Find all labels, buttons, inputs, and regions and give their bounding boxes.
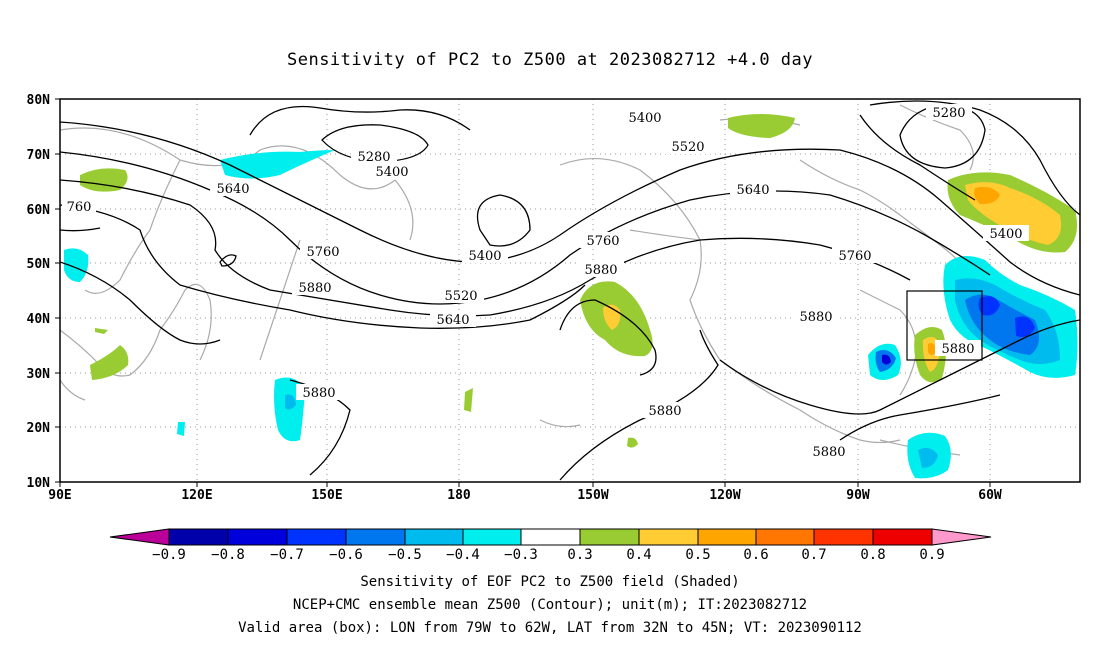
contour-label: 5880 — [793, 308, 839, 325]
svg-text:5520: 5520 — [444, 289, 477, 304]
caption-contour: NCEP+CMC ensemble mean Z500 (Contour); u… — [292, 597, 808, 613]
z500-contours — [60, 100, 1080, 481]
lon-label: 150W — [577, 488, 608, 503]
colorbar-label: 0.9 — [919, 547, 944, 563]
lon-label: 60W — [978, 488, 1002, 503]
svg-text:5280: 5280 — [357, 150, 390, 165]
svg-text:5760: 5760 — [838, 249, 871, 264]
svg-text:5880: 5880 — [799, 310, 832, 325]
caption-valid-area: Valid area (box): LON from 79W to 62W, L… — [238, 620, 862, 636]
svg-text:5640: 5640 — [216, 182, 249, 197]
lat-label: 20N — [27, 421, 51, 436]
svg-text:5400: 5400 — [628, 111, 661, 126]
contour-label: 5760 — [580, 232, 626, 249]
colorbar-label: −0.5 — [388, 547, 422, 563]
contour-label: 5880 — [578, 261, 624, 278]
lat-label: 60N — [27, 203, 51, 218]
contour-label: 5880 — [806, 443, 852, 460]
valid-area-box — [906, 290, 983, 361]
colorbar-labels: −0.9 −0.8 −0.7 −0.6 −0.5 −0.4 −0.3 0.3 0… — [152, 547, 945, 563]
colorbar-label: −0.4 — [446, 547, 480, 563]
contour-label: 5880 — [292, 279, 338, 296]
svg-text:5880: 5880 — [812, 445, 845, 460]
svg-text:5760: 5760 — [306, 245, 339, 260]
svg-text:5880: 5880 — [302, 386, 335, 401]
contour-label: 5880 — [642, 402, 688, 419]
svg-text:5760: 5760 — [586, 234, 619, 249]
colorbar-label: −0.9 — [152, 547, 186, 563]
contour-label: 5400 — [369, 163, 415, 180]
svg-text:5400: 5400 — [989, 227, 1022, 242]
contour-label: 5400 — [983, 225, 1029, 242]
colorbar-label: 0.4 — [626, 547, 651, 563]
contour-label: 5760 — [832, 247, 878, 264]
svg-text:5400: 5400 — [468, 249, 501, 264]
contour-label: 5640 — [730, 181, 776, 198]
colorbar-label: 0.7 — [801, 547, 826, 563]
contour-label: 5640 — [210, 180, 256, 197]
colorbar-label: −0.6 — [329, 547, 363, 563]
contour-label: 760 — [62, 198, 96, 215]
contour-label: 5640 — [430, 311, 476, 328]
shaded-regions — [64, 114, 1078, 479]
svg-text:5880: 5880 — [584, 263, 617, 278]
map-title: Sensitivity of PC2 to Z500 at 2023082712… — [286, 50, 813, 70]
contour-label: 5880 — [296, 384, 342, 401]
contour-label: 5280 — [926, 104, 972, 121]
svg-text:5640: 5640 — [436, 313, 469, 328]
colorbar-label: 0.3 — [567, 547, 592, 563]
lat-label: 30N — [27, 367, 51, 382]
colorbar-arrow-right — [931, 528, 992, 546]
lon-label: 150E — [311, 488, 342, 503]
colorbar-label: −0.3 — [504, 547, 538, 563]
svg-text:5520: 5520 — [671, 140, 704, 155]
contour-label: 5520 — [438, 287, 484, 304]
lon-label: 120E — [181, 488, 212, 503]
caption-shaded: Sensitivity of EOF PC2 to Z500 field (Sh… — [360, 574, 740, 590]
contour-label: 5880 — [935, 340, 981, 357]
svg-text:5880: 5880 — [298, 281, 331, 296]
colorbar-label: 0.5 — [685, 547, 710, 563]
colorbar-label: 0.8 — [860, 547, 885, 563]
lon-label: 120W — [709, 488, 740, 503]
lon-labels: 90E 120E 150E 180 150W 120W 90W 60W — [48, 488, 1002, 503]
svg-text:5280: 5280 — [932, 106, 965, 121]
contour-labels: 5400 5280 5280 5400 5520 5640 5640 760 5… — [62, 104, 1029, 460]
axis-ticks — [55, 98, 991, 487]
lat-label: 50N — [27, 257, 51, 272]
contour-label: 5760 — [300, 243, 346, 260]
contour-label: 5280 — [351, 148, 397, 165]
colorbar-label: −0.8 — [211, 547, 245, 563]
svg-text:5880: 5880 — [648, 404, 681, 419]
colorbar — [109, 528, 992, 546]
colorbar-arrow-left — [109, 528, 170, 546]
colorbar-label: −0.7 — [270, 547, 304, 563]
contour-label: 5520 — [665, 138, 711, 155]
contour-label: 5400 — [622, 109, 668, 126]
grid-lines — [60, 99, 1080, 482]
lon-label: 180 — [447, 488, 471, 503]
svg-text:760: 760 — [67, 200, 92, 215]
lat-label: 80N — [27, 93, 51, 108]
lat-labels: 80N 70N 60N 50N 40N 30N 20N 10N — [27, 93, 51, 491]
svg-text:5880: 5880 — [941, 342, 974, 357]
map-border — [59, 98, 1081, 483]
lon-label: 90E — [48, 488, 71, 503]
lon-label: 90W — [846, 488, 870, 503]
svg-text:5640: 5640 — [736, 183, 769, 198]
lat-label: 40N — [27, 312, 51, 327]
svg-text:5400: 5400 — [375, 165, 408, 180]
lat-label: 10N — [27, 476, 51, 491]
contour-label: 5400 — [462, 247, 508, 264]
lat-label: 70N — [27, 148, 51, 163]
colorbar-label: 0.6 — [743, 547, 768, 563]
